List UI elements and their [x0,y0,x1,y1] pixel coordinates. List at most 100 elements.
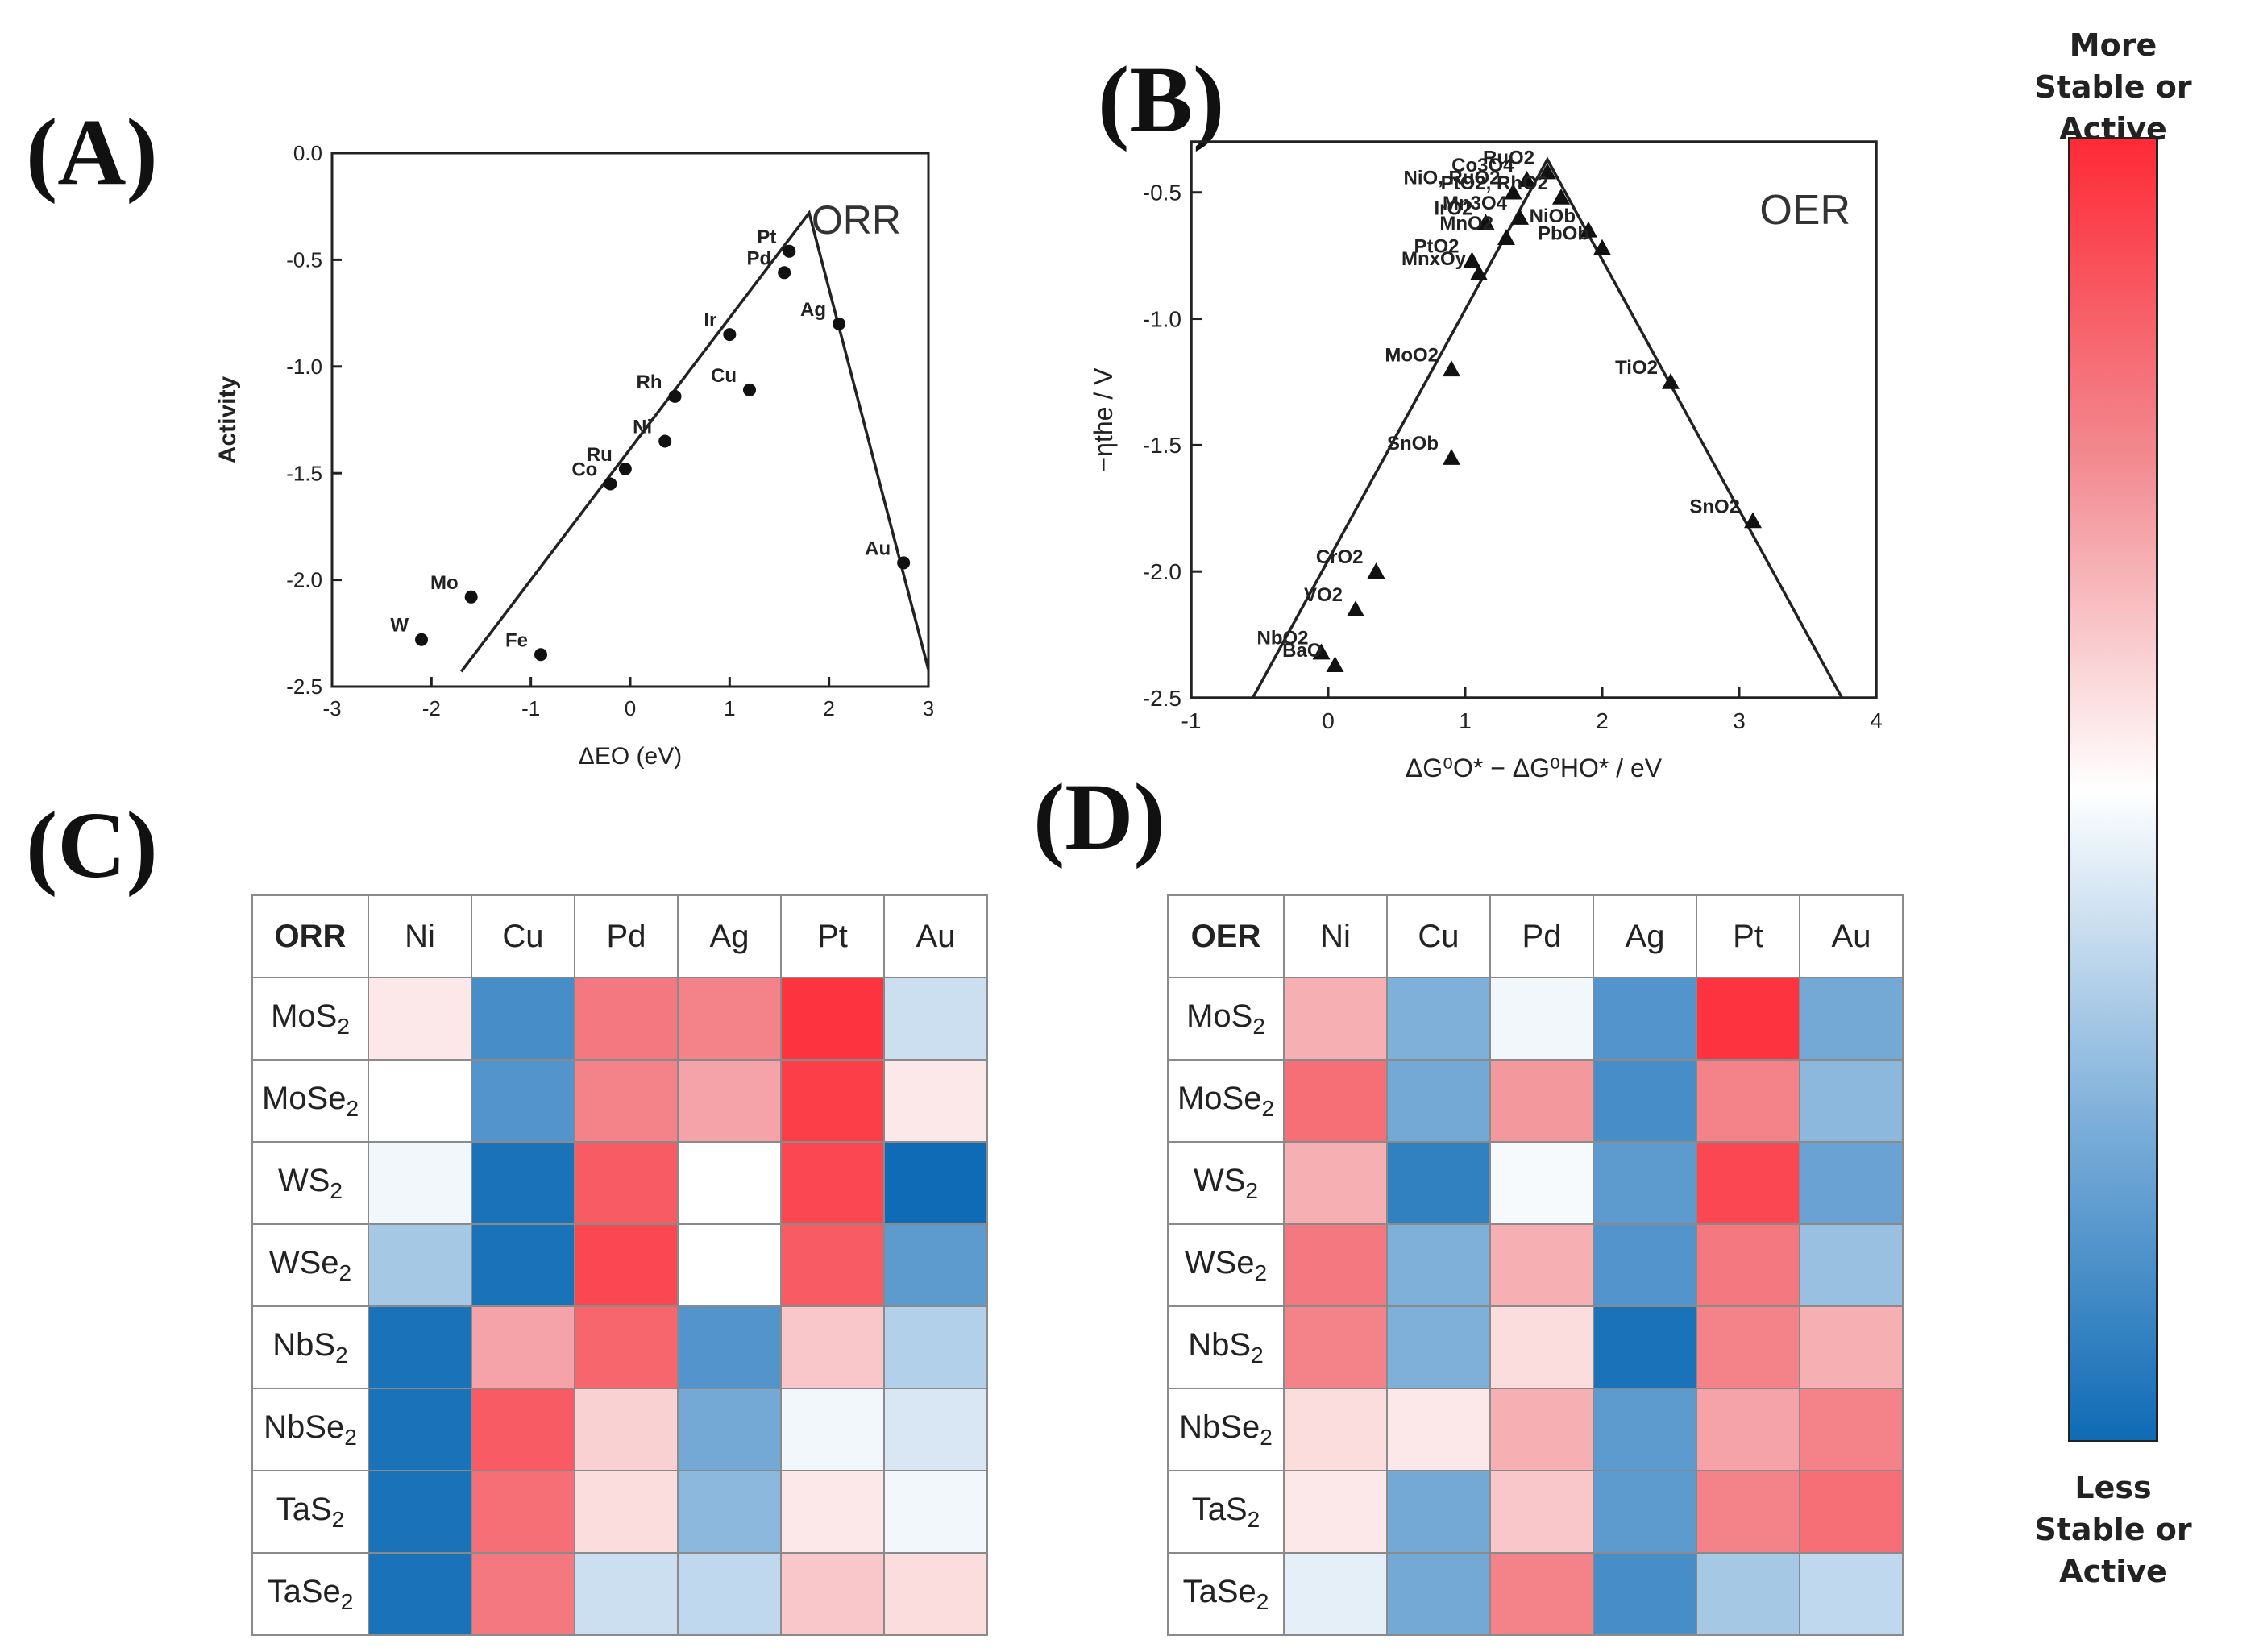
heatmap-cell [471,1059,575,1143]
heatmap-row: TaS2 [1167,1470,1904,1554]
y-tick-label: -2.5 [286,674,322,699]
heatmap-cell [1386,1305,1491,1389]
point-label: MnxOy [1401,248,1467,270]
point-label: CrO2 [1316,546,1364,568]
heatmap-cell [677,977,782,1061]
heatmap-row-header: TaSe2 [251,1552,369,1636]
point-label: MnO2 [1439,213,1493,235]
data-point [723,328,737,342]
heatmap-cell [368,977,472,1061]
data-point [743,383,756,396]
point-label: Au [865,538,891,559]
heatmap-cell [1386,1470,1491,1554]
heatmap-cell [780,1059,885,1143]
heatmap-cell [1696,1223,1800,1307]
data-point [1552,189,1570,205]
heatmap-cell [677,1552,782,1636]
colorbar-top-line1: More [2069,27,2157,63]
heatmap-cell [471,1388,575,1471]
heatmap-cell [574,1470,679,1554]
heatmap-cell [883,1388,988,1471]
data-point [1511,209,1529,225]
heatmap-cell [1489,1305,1594,1389]
point-label: W [390,615,409,637]
heatmap-cell [1799,1388,1904,1471]
data-point [1593,239,1611,255]
heatmap-cell [471,1305,575,1389]
point-label: Mo [430,572,459,594]
heatmap-header-row: ORR Ni Cu Pd Ag Pt Au [251,894,988,978]
heatmap-cell [780,1388,885,1471]
heatmap-cell [1489,1223,1594,1307]
heatmap-cell [780,1470,885,1554]
heatmap-cell [780,977,885,1061]
heatmap-cell [1386,1059,1491,1143]
point-label: NiO, RuO2 [1403,168,1500,189]
heatmap-cell [1386,1388,1491,1471]
heatmap-cell [883,1552,988,1636]
heatmap-cell [1696,1470,1800,1554]
data-point [1497,229,1515,245]
data-point [1367,562,1385,579]
point-label: TiO2 [1615,357,1658,379]
heatmap-cell [1593,1305,1697,1389]
x-tick-label: 1 [724,696,735,720]
heatmap-cell [1283,1388,1388,1471]
heatmap-row: NbSe2 [251,1388,988,1471]
heatmap-cell [574,1305,679,1389]
colorbar-bottom-line1: Less [2074,1470,2152,1505]
heatmap-cell [1696,1388,1800,1471]
colorbar-bottom-line2: Stable or Active [2034,1512,2192,1589]
y-tick-label: -1.0 [286,355,322,379]
point-label: MoO2 [1385,344,1439,366]
data-point [1539,163,1556,180]
volcano-line [459,210,930,673]
heatmap-cell [883,1470,988,1554]
heatmap-cell [1593,1552,1697,1636]
heatmap-cell [1799,1059,1904,1143]
heatmap-cell [883,1059,988,1143]
heatmap-cell [780,1552,885,1636]
heatmap-row: MoS2 [251,977,988,1061]
data-point [1504,183,1522,200]
point-label: BaO [1282,640,1322,662]
heatmap-cell [1696,1141,1800,1225]
point-label: SnOb [1387,433,1439,455]
heatmap-cell [1386,1141,1491,1225]
heatmap-cell [677,1141,782,1225]
heatmap-cell [1696,1305,1800,1389]
data-point [1463,251,1481,268]
y-tick-label: -1.5 [286,461,322,485]
heatmap-cell [1489,1470,1594,1554]
colorbar-bottom-label: Less Stable or Active [1976,1467,2250,1592]
heatmap-row: NbS2 [1167,1305,1904,1389]
heatmap-cell [1593,1388,1697,1471]
heatmap-cell [1593,1470,1697,1554]
heatmap-row: MoSe2 [1167,1059,1904,1143]
heatmap-cell [883,1223,988,1307]
heatmap-row-header: TaSe2 [1167,1552,1285,1636]
heatmap-row: TaSe2 [1167,1552,1904,1636]
data-point [897,556,911,570]
orr-heatmap-table: ORR Ni Cu Pd Ag Pt Au MoS2 MoSe2 WS2 WSe2 NbS2 NbSe2… [251,894,988,1636]
heatmap-cell [1696,1552,1800,1636]
x-tick-label: 0 [1322,708,1335,733]
heatmap-row: MoS2 [1167,977,1904,1061]
y-tick-label: -2.0 [286,568,322,592]
data-point [1443,449,1460,465]
plot-frame [1190,140,1878,699]
heatmap-cell [1283,1223,1388,1307]
heatmap-row: WS2 [1167,1141,1904,1225]
data-point [464,590,478,604]
heatmap-cell [1283,1305,1388,1389]
heatmap-cell [1283,1470,1388,1554]
point-label: PtO2, RhO2 [1441,172,1548,194]
y-tick-label: -0.5 [1143,181,1181,205]
heatmap-cell [1489,977,1594,1061]
heatmap-column-header: Ag [677,894,782,978]
heatmap-column-header: Cu [471,894,575,978]
data-point [415,633,428,646]
chart-title: OER [1759,187,1850,234]
data-point [1326,656,1344,673]
heatmap-cell [574,1223,679,1307]
